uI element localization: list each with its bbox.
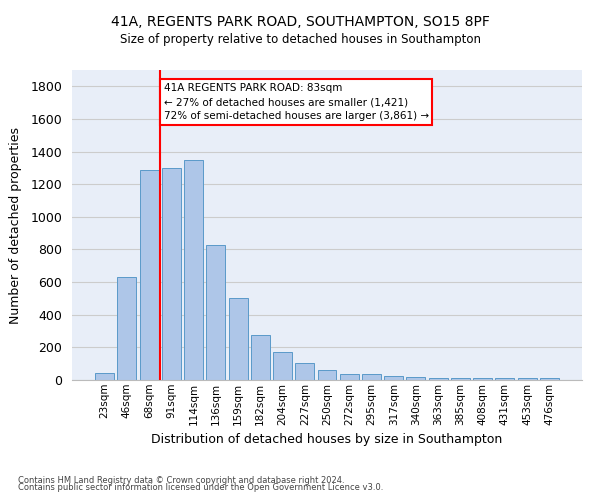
Bar	[362, 374, 381, 380]
Bar	[206, 246, 225, 380]
Bar	[140, 170, 158, 380]
Bar	[451, 378, 470, 380]
Text: 41A, REGENTS PARK ROAD, SOUTHAMPTON, SO15 8PF: 41A, REGENTS PARK ROAD, SOUTHAMPTON, SO1…	[110, 15, 490, 29]
Bar	[406, 376, 425, 380]
Text: Size of property relative to detached houses in Southampton: Size of property relative to detached ho…	[119, 32, 481, 46]
Bar	[429, 378, 448, 380]
Bar	[95, 372, 114, 380]
Bar	[118, 277, 136, 380]
Bar	[340, 374, 359, 380]
Bar	[518, 378, 536, 380]
Bar	[473, 378, 492, 380]
Bar	[540, 378, 559, 380]
Bar	[384, 376, 403, 380]
X-axis label: Distribution of detached houses by size in Southampton: Distribution of detached houses by size …	[151, 433, 503, 446]
Bar	[162, 168, 181, 380]
Bar	[251, 335, 270, 380]
Text: Contains HM Land Registry data © Crown copyright and database right 2024.: Contains HM Land Registry data © Crown c…	[18, 476, 344, 485]
Bar	[229, 298, 248, 380]
Bar	[273, 352, 292, 380]
Text: 41A REGENTS PARK ROAD: 83sqm
← 27% of detached houses are smaller (1,421)
72% of: 41A REGENTS PARK ROAD: 83sqm ← 27% of de…	[164, 83, 428, 121]
Y-axis label: Number of detached properties: Number of detached properties	[9, 126, 22, 324]
Bar	[184, 160, 203, 380]
Bar	[295, 363, 314, 380]
Text: Contains public sector information licensed under the Open Government Licence v3: Contains public sector information licen…	[18, 484, 383, 492]
Bar	[496, 378, 514, 380]
Bar	[317, 370, 337, 380]
